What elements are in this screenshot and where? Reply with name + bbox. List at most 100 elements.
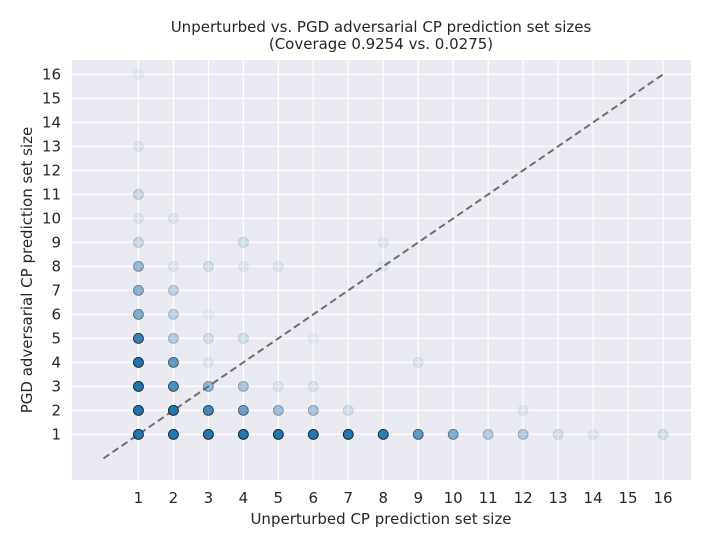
x-tick-16: 16 (653, 489, 672, 507)
y-tick-14: 14 (42, 113, 61, 131)
x-axis-label: Unperturbed CP prediction set size (250, 510, 511, 528)
point-7-1 (342, 428, 354, 440)
point-2-1 (168, 428, 179, 440)
x-tick-4: 4 (239, 489, 249, 507)
x-tick-14: 14 (584, 489, 603, 507)
point-4-5 (237, 332, 249, 344)
point-6-1 (307, 428, 319, 440)
point-3-6 (202, 308, 214, 320)
point-10-1 (447, 428, 459, 440)
y-axis-label: PGD adversarial CP prediction set size (18, 127, 36, 414)
x-tick-6: 6 (309, 489, 319, 507)
point-1-8 (133, 260, 144, 272)
point-8-9 (377, 236, 389, 248)
point-12-2 (517, 404, 529, 416)
y-tick-8: 8 (51, 257, 61, 275)
x-tick-12: 12 (514, 489, 533, 507)
point-4-2 (237, 404, 249, 416)
y-tick-13: 13 (42, 137, 61, 155)
y-tick-12: 12 (42, 161, 61, 179)
point-9-4 (412, 356, 424, 368)
point-1-4 (133, 356, 144, 368)
x-tick-2: 2 (169, 489, 179, 507)
point-2-7 (168, 284, 179, 296)
point-2-6 (168, 308, 179, 320)
point-5-2 (272, 404, 284, 416)
point-3-3 (202, 380, 214, 392)
y-tick-4: 4 (51, 353, 61, 371)
point-2-3 (168, 380, 179, 392)
chart-title: Unperturbed vs. PGD adversarial CP predi… (171, 18, 592, 36)
point-1-1 (133, 428, 144, 440)
point-5-3 (272, 380, 284, 392)
reference-diagonal (102, 73, 664, 460)
point-5-1 (272, 428, 284, 440)
x-tick-8: 8 (378, 489, 388, 507)
y-tick-2: 2 (51, 401, 61, 419)
point-1-16 (133, 69, 144, 80)
point-3-5 (202, 332, 214, 344)
point-16-1 (657, 428, 669, 440)
y-tick-11: 11 (42, 185, 61, 203)
point-2-4 (168, 356, 179, 368)
point-14-1 (587, 428, 599, 440)
point-3-2 (202, 404, 214, 416)
point-1-11 (133, 188, 144, 200)
point-2-10 (168, 212, 179, 224)
point-4-3 (237, 380, 249, 392)
grid-lines (72, 60, 691, 480)
point-1-5 (133, 332, 144, 344)
point-4-9 (237, 236, 249, 248)
point-1-2 (133, 404, 144, 416)
y-tick-9: 9 (51, 233, 61, 251)
y-tick-1: 1 (51, 425, 61, 443)
y-tick-3: 3 (51, 377, 61, 395)
point-4-1 (237, 428, 249, 440)
x-tick-3: 3 (204, 489, 214, 507)
y-tick-5: 5 (51, 329, 61, 347)
x-tick-1: 1 (134, 489, 144, 507)
point-11-1 (482, 428, 494, 440)
point-8-8 (377, 260, 389, 272)
point-1-7 (133, 284, 144, 296)
point-6-3 (307, 380, 319, 392)
point-8-1 (377, 428, 389, 440)
chart-subtitle: (Coverage 0.9254 vs. 0.0275) (269, 35, 493, 53)
point-3-1 (202, 428, 214, 440)
y-tick-16: 16 (42, 65, 61, 83)
point-7-2 (342, 404, 354, 416)
point-4-8 (237, 260, 249, 272)
x-tick-11: 11 (479, 489, 498, 507)
point-3-4 (202, 356, 214, 368)
x-tick-9: 9 (413, 489, 423, 507)
point-5-8 (272, 260, 284, 272)
x-tick-13: 13 (549, 489, 568, 507)
point-12-1 (517, 428, 529, 440)
x-tick-7: 7 (344, 489, 354, 507)
point-6-2 (307, 404, 319, 416)
point-1-6 (133, 308, 144, 320)
diagonal-line (102, 73, 664, 460)
point-2-2 (168, 404, 179, 416)
point-9-1 (412, 428, 424, 440)
point-3-8 (202, 260, 214, 272)
point-13-1 (552, 428, 564, 440)
x-tick-5: 5 (274, 489, 284, 507)
x-tick-15: 15 (619, 489, 638, 507)
y-tick-10: 10 (42, 209, 61, 227)
point-1-3 (133, 380, 144, 392)
point-1-13 (133, 140, 144, 152)
point-2-8 (168, 260, 179, 272)
data-points (133, 69, 669, 440)
y-tick-6: 6 (51, 305, 61, 323)
point-1-10 (133, 212, 144, 224)
y-tick-7: 7 (51, 281, 61, 299)
point-6-5 (307, 332, 319, 344)
x-tick-labels: 1 2 3 4 5 6 7 8 9 10 11 12 13 14 15 16 (134, 489, 673, 507)
point-2-5 (168, 332, 179, 344)
x-tick-10: 10 (444, 489, 463, 507)
point-1-9 (133, 236, 144, 248)
y-tick-15: 15 (42, 89, 61, 107)
